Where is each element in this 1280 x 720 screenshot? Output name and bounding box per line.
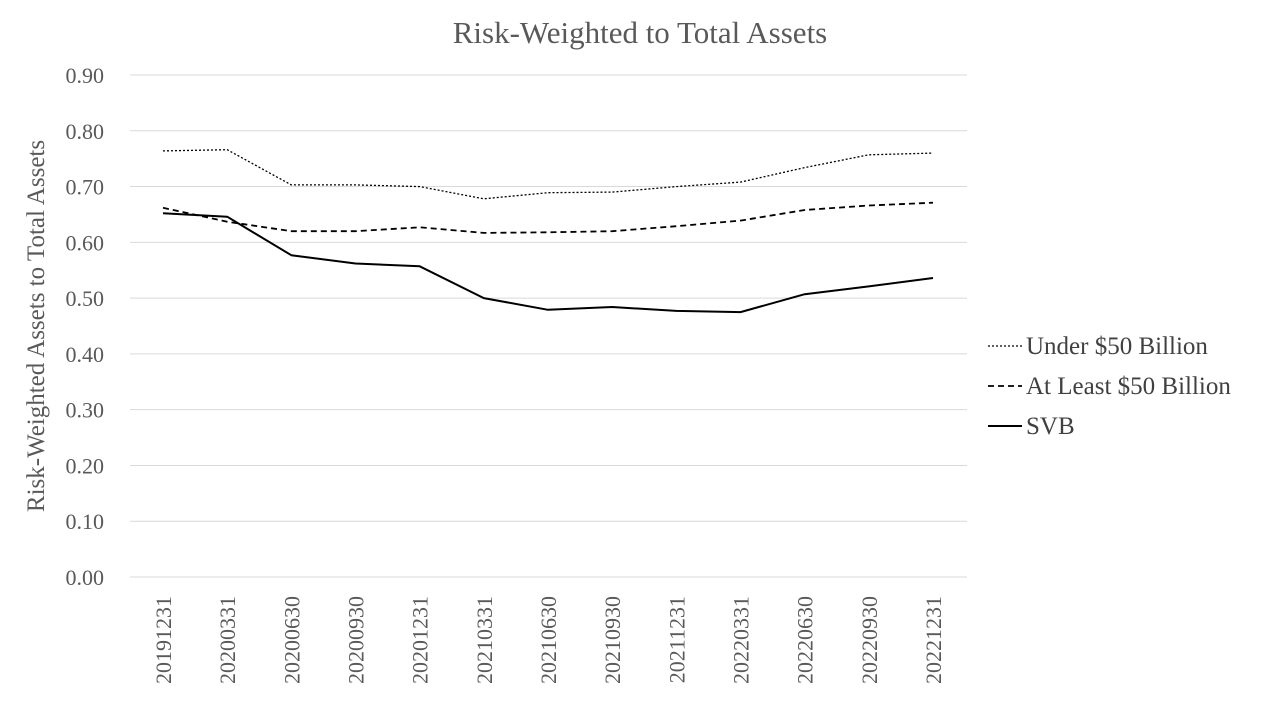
x-tick-label: 20200930 (344, 596, 369, 684)
x-tick-label: 20210630 (536, 596, 561, 684)
y-tick-label: 0.80 (66, 119, 105, 144)
series-line-1 (162, 201, 934, 234)
series-lines (162, 149, 934, 314)
x-tick-label: 20201231 (408, 596, 433, 684)
x-tick-label: 20220630 (793, 596, 818, 684)
chart-title: Risk-Weighted to Total Assets (453, 15, 828, 50)
gridlines (130, 74, 967, 578)
x-tick-label: 20221231 (921, 596, 946, 684)
x-axis-ticks: 20191231 20200331 20200630 20200930 20201231… (151, 596, 946, 684)
legend-label: At Least $50 Billion (1026, 373, 1231, 400)
legend-label: Under $50 Billion (1026, 333, 1208, 360)
x-tick-label: 20191231 (151, 596, 176, 684)
y-tick-label: 0.60 (66, 230, 105, 255)
y-axis-label: Risk-Weighted Assets to Total Assets (23, 140, 50, 512)
y-tick-label: 0.00 (66, 565, 105, 590)
y-tick-label: 0.50 (66, 286, 105, 311)
y-tick-label: 0.40 (66, 342, 105, 367)
y-tick-label: 0.20 (66, 453, 105, 478)
x-tick-label: 20211231 (664, 596, 689, 683)
y-tick-label: 0.70 (66, 175, 105, 200)
y-axis-ticks: 0.00 0.10 0.20 0.30 0.40 0.50 0.60 0.70 0.80 0.90 (66, 63, 105, 590)
series-line-0 (162, 149, 934, 200)
x-tick-label: 20210331 (472, 596, 497, 684)
x-tick-label: 20200331 (215, 596, 240, 684)
y-tick-label: 0.10 (66, 509, 105, 534)
series-line-2 (162, 212, 934, 314)
x-tick-label: 20220930 (857, 596, 882, 684)
y-tick-label: 0.30 (66, 398, 105, 423)
x-tick-label: 20220331 (729, 596, 754, 684)
y-tick-label: 0.90 (66, 63, 105, 88)
legend-label: SVB (1026, 413, 1075, 440)
legend: Under $50 Billion At Least $50 Billion SVB (988, 333, 1231, 440)
x-tick-label: 20210930 (600, 596, 625, 684)
x-tick-label: 20200630 (279, 596, 304, 684)
